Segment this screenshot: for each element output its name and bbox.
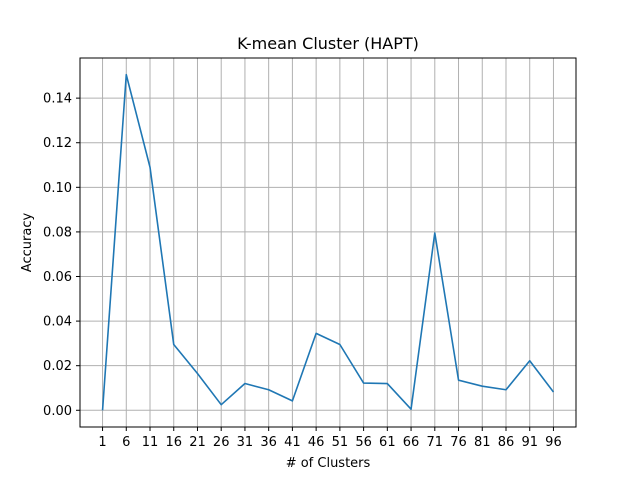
y-tick-label: 0.14 — [43, 92, 72, 107]
y-tick-label: 0.08 — [43, 225, 72, 240]
series-line — [101, 73, 555, 411]
x-tick-label: 1 — [98, 435, 106, 450]
y-tick-label: 0.00 — [43, 404, 72, 419]
y-tick-label: 0.12 — [43, 136, 72, 151]
x-tick-label: 6 — [122, 435, 130, 450]
grid-lines — [80, 58, 576, 427]
y-tick-label: 0.10 — [43, 181, 72, 196]
y-tick-label: 0.06 — [43, 270, 72, 285]
x-axis-label: # of Clusters — [286, 456, 371, 471]
chart-title: K-mean Cluster (HAPT) — [237, 34, 419, 53]
y-axis-ticks: 0.00 0.02 0.04 0.06 0.08 0.10 0.12 0.14 — [43, 92, 80, 419]
x-tick-label: 61 — [379, 435, 396, 450]
y-tick-label: 0.02 — [43, 359, 72, 374]
x-tick-label: 36 — [260, 435, 277, 450]
x-tick-label: 21 — [189, 435, 206, 450]
x-tick-label: 66 — [403, 435, 420, 450]
x-tick-label: 81 — [474, 435, 491, 450]
x-tick-label: 86 — [498, 435, 515, 450]
plot-frame — [79, 57, 577, 428]
x-tick-label: 11 — [142, 435, 159, 450]
x-tick-label: 46 — [308, 435, 325, 450]
x-tick-label: 31 — [237, 435, 254, 450]
y-axis-label: Accuracy — [20, 213, 35, 273]
x-tick-label: 96 — [545, 435, 562, 450]
x-axis-ticks: 1 6 11 16 21 26 31 36 41 46 51 56 61 66 71 76 81 86 91 96 — [98, 427, 562, 450]
x-tick-label: 91 — [521, 435, 538, 450]
x-tick-label: 41 — [284, 435, 301, 450]
x-tick-label: 56 — [355, 435, 372, 450]
x-tick-label: 16 — [165, 435, 182, 450]
x-tick-label: 76 — [450, 435, 467, 450]
x-tick-label: 26 — [213, 435, 230, 450]
series-layer — [101, 73, 555, 411]
x-tick-label: 71 — [427, 435, 444, 450]
y-tick-label: 0.04 — [43, 315, 72, 330]
x-tick-label: 51 — [332, 435, 349, 450]
